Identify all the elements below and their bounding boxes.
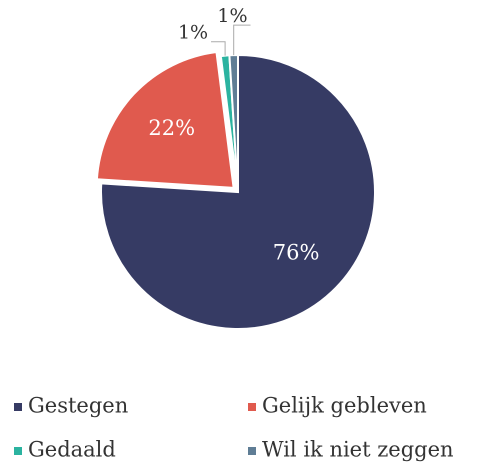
- data-label: 22%: [148, 116, 195, 140]
- data-label: 1%: [217, 5, 247, 27]
- legend-swatch: [14, 403, 22, 411]
- legend-swatch: [248, 447, 256, 455]
- data-label: 1%: [178, 22, 208, 44]
- leader-line: [233, 24, 251, 56]
- pie-slice: [95, 50, 235, 189]
- legend-swatch: [14, 447, 22, 455]
- data-label: 76%: [273, 240, 320, 264]
- legend-label: Gelijk gebleven: [262, 394, 427, 418]
- legend-label: Wil ik niet zeggen: [262, 438, 454, 462]
- pie-slice: [100, 53, 376, 330]
- legend-swatch: [248, 403, 256, 411]
- legend-label: Gedaald: [28, 438, 116, 462]
- leader-line: [211, 41, 226, 56]
- legend-label: Gestegen: [28, 394, 128, 418]
